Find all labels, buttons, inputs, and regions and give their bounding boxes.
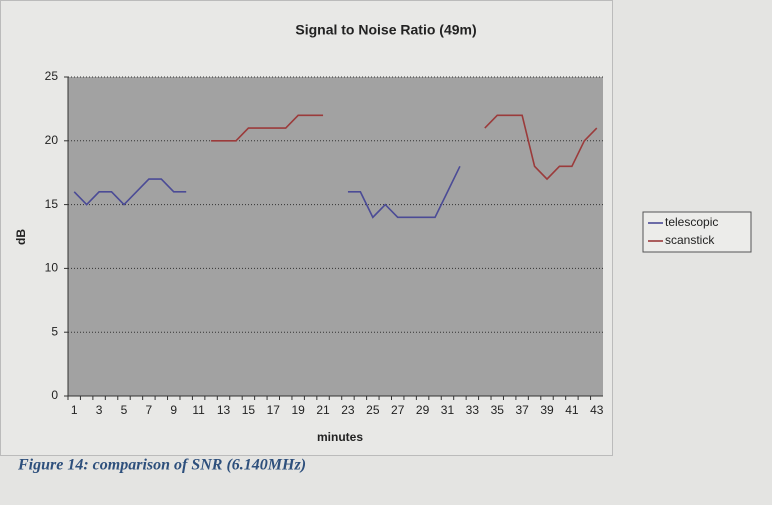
x-tick-label: 17 (267, 403, 281, 417)
x-tick-label: 19 (291, 403, 305, 417)
chart-title: Signal to Noise Ratio (49m) (295, 22, 476, 38)
x-tick-label: 41 (565, 403, 579, 417)
x-tick-label: 29 (416, 403, 430, 417)
x-tick-label: 25 (366, 403, 380, 417)
x-tick-label: 27 (391, 403, 405, 417)
x-tick-label: 31 (441, 403, 455, 417)
x-tick-label: 37 (515, 403, 529, 417)
x-tick-label: 1 (71, 403, 78, 417)
x-tick-label: 3 (96, 403, 103, 417)
series-line (211, 114, 598, 181)
x-tick-label: 13 (217, 403, 231, 417)
x-tick-label: 5 (121, 403, 128, 417)
legend-label: telescopic (665, 215, 718, 229)
x-tick-label: 35 (491, 403, 505, 417)
legend-box (642, 211, 752, 253)
y-tick-label: 25 (45, 69, 59, 83)
y-axis-title: dB (14, 229, 28, 245)
y-tick-label: 0 (51, 388, 58, 402)
x-tick-label: 15 (242, 403, 256, 417)
y-tick-label: 20 (45, 133, 59, 147)
plot-area (68, 77, 603, 396)
x-axis-title: minutes (317, 430, 363, 444)
figure-caption: Figure 14: comparison of SNR (6.140MHz) (17, 457, 306, 474)
y-tick-label: 5 (51, 324, 58, 338)
x-tick-label: 7 (146, 403, 153, 417)
x-tick-label: 9 (170, 403, 177, 417)
x-tick-label: 39 (540, 403, 554, 417)
x-tick-label: 23 (341, 403, 355, 417)
x-tick-label: 11 (192, 403, 205, 417)
y-tick-label: 10 (45, 261, 59, 275)
x-tick-label: 21 (316, 403, 330, 417)
series-line (73, 165, 461, 219)
y-tick-label: 15 (45, 197, 59, 211)
x-tick-label: 33 (466, 403, 480, 417)
legend-label: scanstick (665, 233, 715, 247)
x-tick-label: 43 (590, 403, 604, 417)
